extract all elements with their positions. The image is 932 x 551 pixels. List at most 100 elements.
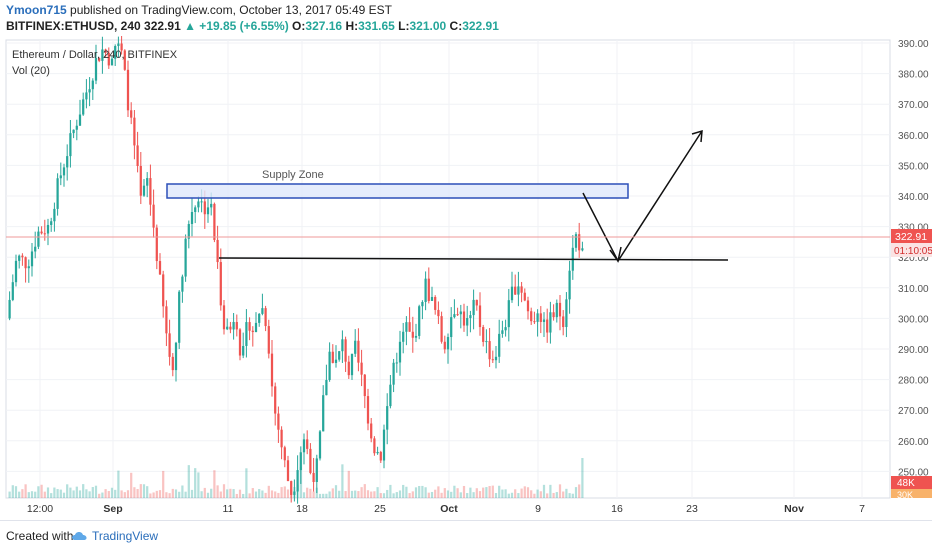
volume-bar: [267, 485, 270, 498]
candle-body: [446, 337, 450, 350]
volume-bar: [274, 491, 277, 498]
low-value: 321.00: [409, 19, 447, 33]
volume-bar: [85, 489, 88, 498]
price-tick-label: 340.00: [898, 192, 929, 203]
volume-bar: [418, 486, 421, 498]
volume-bar: [226, 489, 229, 498]
candle-body: [322, 395, 325, 432]
volume-bar: [187, 465, 190, 498]
price-tick-label: 370.00: [898, 100, 929, 111]
volume-bar: [270, 490, 274, 498]
support-line[interactable]: [218, 257, 729, 261]
volume-bar: [459, 492, 462, 498]
author-link[interactable]: Ymoon715: [6, 3, 67, 17]
candle-body: [24, 257, 27, 269]
candle-body: [56, 178, 59, 209]
time-tick-label: 11: [223, 503, 234, 515]
candle-body: [536, 313, 539, 322]
symbol-info: BITFINEX:ETHUSD, 240 322.91 ▲ +19.85 (+6…: [6, 18, 499, 34]
volume-bar: [386, 489, 389, 498]
volume-bar: [562, 491, 565, 498]
candle-body: [408, 322, 411, 332]
candle-body: [549, 312, 552, 333]
vol-badge-a: 48K: [897, 478, 915, 489]
candle-body: [421, 301, 424, 307]
volume-bar: [82, 484, 85, 498]
volume-bar: [498, 485, 501, 498]
candle-body: [430, 297, 434, 301]
volume-bar: [43, 491, 46, 498]
candle-body: [245, 322, 248, 346]
candle-body: [88, 89, 91, 93]
volume-bar: [478, 491, 482, 498]
volume-bar: [530, 490, 533, 498]
candle-body: [354, 340, 357, 354]
volume-bar: [171, 488, 174, 498]
price-chart[interactable]: Supply Zone Ethereum / Dollar, 240, BITF…: [0, 36, 932, 520]
candle-body: [437, 309, 440, 317]
candle-body: [162, 274, 165, 307]
volume-bar: [206, 492, 210, 498]
candle-body: [341, 339, 344, 352]
candle-body: [414, 335, 418, 338]
candle-body: [578, 234, 581, 251]
candle-body: [318, 431, 322, 459]
volume-bar: [261, 490, 264, 498]
up-arrowhead: [691, 129, 703, 143]
volume-bar: [251, 488, 254, 498]
volume-bar: [130, 472, 133, 498]
price-tick-label: 390.00: [898, 39, 929, 50]
candle-body: [130, 110, 133, 118]
volume-bar: [213, 470, 216, 498]
supply-zone[interactable]: [166, 183, 629, 199]
vol-badge-b: 30K: [897, 490, 913, 500]
volume-bar: [245, 468, 248, 498]
close-value: 322.91: [462, 19, 499, 33]
candle-body: [382, 429, 386, 461]
created-with-text: Created with: [6, 529, 74, 543]
footer: Created with TradingView: [0, 520, 932, 551]
price-tick-label: 350.00: [898, 161, 929, 172]
candle-body: [251, 330, 254, 333]
volume-bar: [101, 492, 104, 498]
candle-body: [194, 207, 197, 212]
volume-bar: [357, 491, 360, 498]
candle-body: [299, 452, 302, 471]
volume-bar: [142, 484, 146, 498]
candle-body: [290, 481, 293, 495]
volume-bar: [494, 493, 498, 498]
candle-body: [107, 52, 110, 66]
volume-bar: [350, 490, 354, 498]
last-price: 322.91: [144, 19, 181, 33]
candle-body: [34, 246, 37, 252]
volume-bar: [453, 485, 456, 498]
candle-body: [523, 292, 526, 301]
candle-body: [126, 69, 130, 111]
volume-bar: [373, 491, 376, 498]
candle-body: [213, 203, 216, 240]
time-tick-label: Nov: [784, 503, 804, 515]
volume-bar: [66, 484, 69, 498]
candle-body: [462, 311, 466, 326]
candle-body: [466, 318, 469, 326]
candle-body: [72, 129, 75, 134]
candle-body: [232, 321, 235, 330]
volume-bar: [370, 491, 373, 498]
price-tick-label: 380.00: [898, 70, 929, 81]
volume-bar: [578, 484, 581, 498]
volume-bar: [30, 491, 34, 498]
volume-bar: [162, 470, 165, 498]
candle-body: [11, 282, 14, 300]
volume-bar: [222, 484, 226, 498]
tradingview-brand[interactable]: TradingView: [92, 529, 159, 543]
volume-bar: [389, 484, 392, 498]
price-badge: 322.91: [895, 231, 927, 243]
supply-zone-label: Supply Zone: [262, 169, 324, 181]
volume-bar: [123, 492, 126, 498]
volume-bar: [98, 493, 101, 498]
candle-body: [376, 451, 379, 454]
low-label: L:: [398, 19, 410, 33]
candle-body: [485, 341, 488, 343]
candle-body: [366, 396, 370, 424]
volume-bar: [542, 484, 546, 498]
